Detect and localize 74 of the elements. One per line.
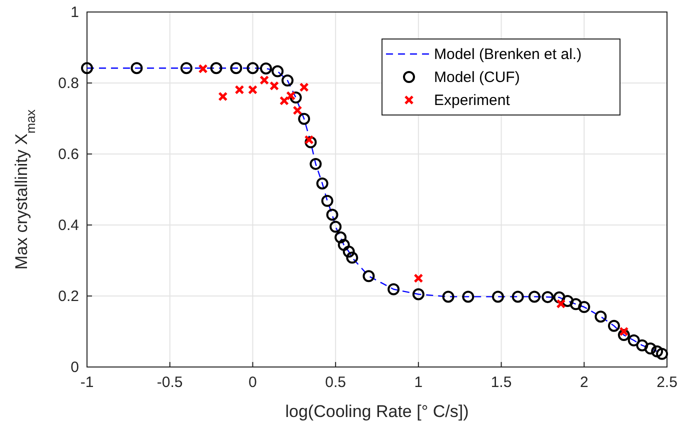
point [321, 194, 334, 207]
y-tick-label: 0.4 [58, 217, 79, 234]
x-tick-label: -1 [80, 374, 94, 391]
point [292, 106, 302, 116]
point [442, 290, 454, 303]
point [414, 274, 424, 283]
point [272, 65, 284, 78]
point [210, 62, 222, 74]
x-tick-label: 0.5 [325, 374, 346, 391]
point [562, 294, 574, 307]
x-tick-label: 2 [580, 374, 588, 391]
point [362, 270, 375, 282]
point [342, 246, 355, 258]
point [656, 348, 668, 360]
point [298, 112, 310, 125]
point [644, 342, 656, 355]
point [304, 135, 314, 145]
legend-label: Experiment [434, 92, 511, 109]
y-tick-label: 0.2 [58, 288, 79, 305]
point [304, 136, 317, 148]
point [578, 301, 590, 314]
point [619, 326, 629, 336]
x-tick-label: 0 [248, 374, 257, 391]
x-tick-label: 2.5 [656, 374, 678, 391]
legend-label: Model (CUF) [434, 69, 520, 86]
point [618, 329, 630, 342]
point [492, 290, 504, 303]
y-tick-label: 0.8 [58, 75, 79, 92]
point [528, 290, 540, 303]
point [279, 96, 289, 106]
point [608, 320, 620, 332]
point [246, 62, 259, 74]
y-tick-label: 0.6 [58, 146, 79, 163]
point [218, 92, 228, 102]
point [290, 92, 302, 104]
point [628, 334, 640, 346]
legend-label: Model (Brenken et al.) [434, 46, 582, 63]
point [230, 62, 242, 74]
point [248, 84, 258, 94]
x-tick-label: -0.5 [156, 374, 183, 391]
point [130, 62, 143, 74]
x-tick-label: 1.5 [490, 374, 512, 391]
point [326, 208, 338, 221]
point [299, 82, 309, 92]
point [286, 91, 296, 101]
point [260, 75, 270, 85]
point [556, 299, 566, 309]
x-tick-label: 1 [414, 374, 423, 391]
point [260, 62, 272, 74]
point [198, 64, 208, 74]
point [330, 220, 342, 233]
y-tick-label: 1 [70, 4, 79, 21]
point [310, 158, 322, 170]
point [570, 298, 582, 310]
y-tick-label: 0 [70, 359, 79, 376]
point [636, 339, 648, 352]
point [512, 290, 524, 303]
point [346, 252, 358, 264]
point [542, 291, 554, 304]
x-axis-title: log(Cooling Rate [° C/s]) [285, 402, 469, 421]
point [594, 310, 607, 323]
point [388, 283, 400, 296]
point [651, 345, 664, 358]
point [462, 290, 474, 303]
point [553, 291, 566, 304]
point [282, 74, 294, 87]
point [334, 231, 347, 244]
point [338, 238, 350, 251]
point [270, 81, 280, 91]
point [412, 288, 424, 300]
point [316, 177, 328, 190]
point [180, 62, 192, 74]
point [234, 84, 244, 94]
point [81, 62, 93, 74]
